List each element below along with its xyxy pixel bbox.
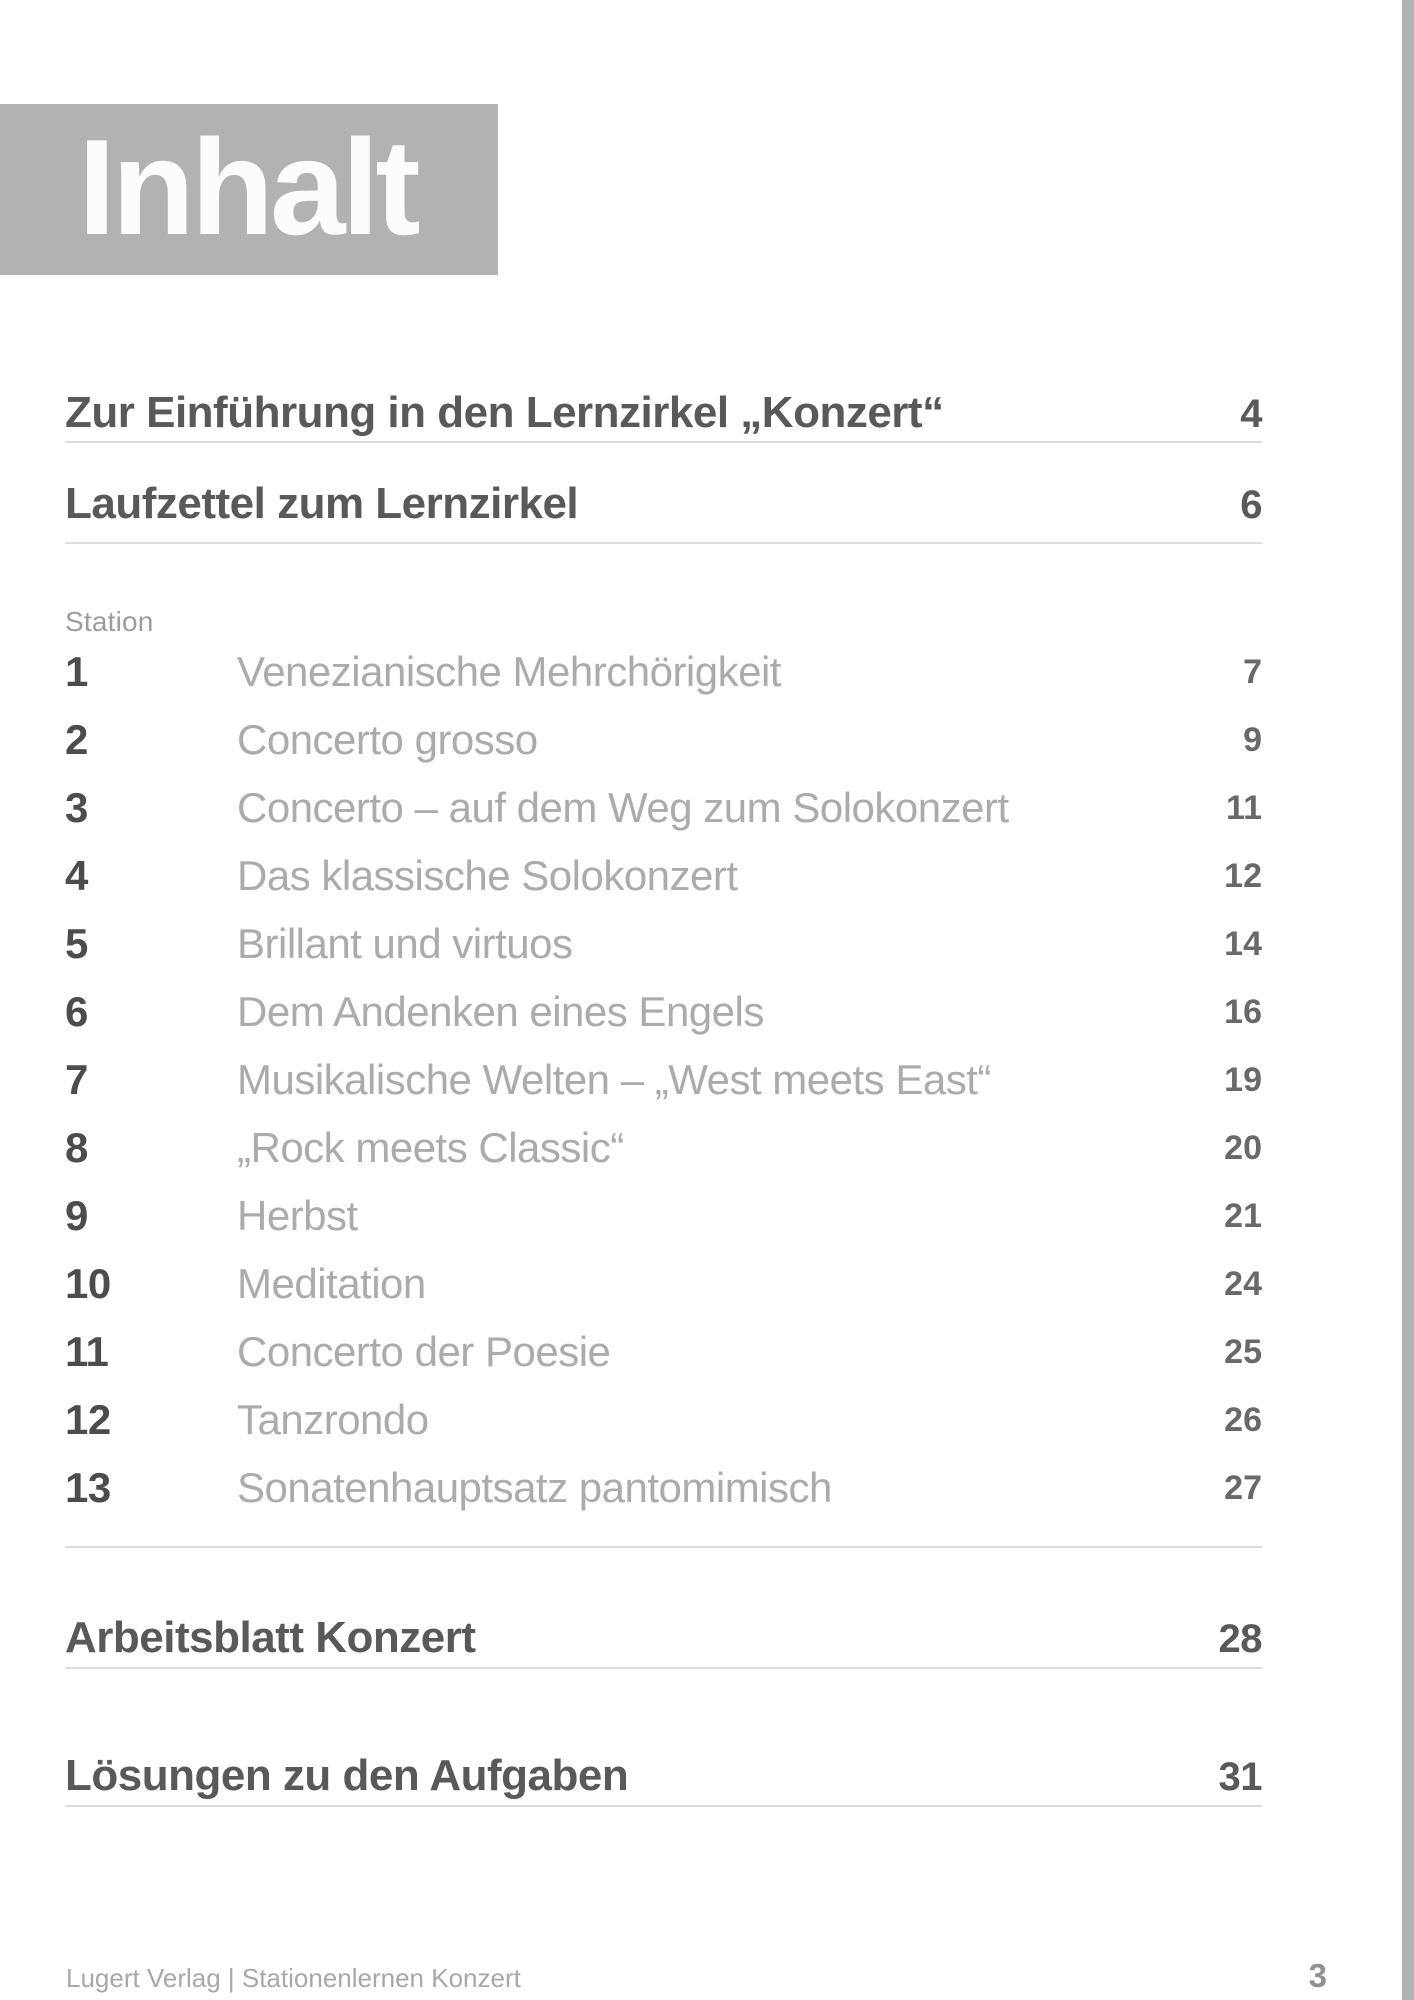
station-row: 4 Das klassische Solokonzert 12 bbox=[65, 842, 1262, 910]
station-row: 9 Herbst 21 bbox=[65, 1182, 1262, 1250]
station-row: 11 Concerto der Poesie 25 bbox=[65, 1318, 1262, 1386]
station-row: 13 Sonatenhauptsatz pantomimisch 27 bbox=[65, 1454, 1262, 1522]
station-page: 12 bbox=[1224, 856, 1262, 895]
station-page: 24 bbox=[1224, 1264, 1262, 1303]
station-title: Concerto der Poesie bbox=[237, 1328, 611, 1375]
station-title: Das klassische Solokonzert bbox=[237, 852, 738, 899]
footer-imprint: Lugert Verlag | Stationenlernen Konzert bbox=[66, 1963, 521, 1993]
station-row: 12 Tanzrondo 26 bbox=[65, 1386, 1262, 1454]
station-title: Concerto grosso bbox=[237, 716, 538, 763]
station-number: 6 bbox=[65, 988, 88, 1035]
toc-entry-laufzettel: Laufzettel zum Lernzirkel 6 bbox=[65, 479, 1262, 544]
toc-entry-page: 4 bbox=[1240, 392, 1262, 436]
section-divider bbox=[65, 1546, 1262, 1548]
station-page: 21 bbox=[1224, 1196, 1262, 1235]
station-title: Venezianische Mehrchörigkeit bbox=[237, 648, 781, 695]
page-edge-band bbox=[1402, 0, 1414, 2000]
station-page: 27 bbox=[1224, 1468, 1262, 1507]
toc-entry-introduction: Zur Einführung in den Lernzirkel „Konzer… bbox=[65, 388, 1262, 443]
station-row: 6 Dem Andenken eines Engels 16 bbox=[65, 978, 1262, 1046]
station-number: 10 bbox=[65, 1260, 111, 1307]
station-number: 11 bbox=[65, 1328, 109, 1375]
station-number: 2 bbox=[65, 716, 88, 763]
station-title: Tanzrondo bbox=[237, 1396, 429, 1443]
station-row: 8 „Rock meets Classic“ 20 bbox=[65, 1114, 1262, 1182]
station-page: 11 bbox=[1226, 788, 1262, 827]
station-row: 10 Meditation 24 bbox=[65, 1250, 1262, 1318]
station-row: 2 Concerto grosso 9 bbox=[65, 706, 1262, 774]
station-number: 13 bbox=[65, 1464, 111, 1511]
station-number: 4 bbox=[65, 852, 88, 899]
station-page: 25 bbox=[1224, 1332, 1262, 1371]
station-page: 16 bbox=[1224, 992, 1262, 1031]
station-title: Musikalische Welten – „West meets East“ bbox=[237, 1056, 991, 1103]
toc-entry-arbeitsblatt: Arbeitsblatt Konzert 28 bbox=[65, 1613, 1262, 1669]
station-page: 9 bbox=[1243, 720, 1262, 759]
station-number: 9 bbox=[65, 1192, 88, 1239]
station-number: 3 bbox=[65, 784, 88, 831]
station-page: 14 bbox=[1224, 924, 1262, 963]
station-page: 19 bbox=[1224, 1060, 1262, 1099]
station-row: 1 Venezianische Mehrchörigkeit 7 bbox=[65, 638, 1262, 706]
footer-page-number: 3 bbox=[1308, 1957, 1327, 1994]
toc-entry-label: Zur Einführung in den Lernzirkel „Konzer… bbox=[65, 388, 944, 437]
station-row: 5 Brillant und virtuos 14 bbox=[65, 910, 1262, 978]
toc-entry-loesungen: Lösungen zu den Aufgaben 31 bbox=[65, 1751, 1262, 1807]
station-number: 8 bbox=[65, 1124, 88, 1171]
station-page: 26 bbox=[1224, 1400, 1262, 1439]
station-page: 20 bbox=[1224, 1128, 1262, 1167]
toc-entry-label: Lösungen zu den Aufgaben bbox=[65, 1751, 629, 1800]
station-number: 12 bbox=[65, 1396, 111, 1443]
toc-entry-label: Laufzettel zum Lernzirkel bbox=[65, 479, 579, 528]
station-title: Brillant und virtuos bbox=[237, 920, 573, 967]
station-title: Dem Andenken eines Engels bbox=[237, 988, 764, 1035]
station-number: 5 bbox=[65, 920, 88, 967]
station-row: 3 Concerto – auf dem Weg zum Solokonzert… bbox=[65, 774, 1262, 842]
toc-entry-page: 28 bbox=[1218, 1617, 1263, 1661]
page-header: Inhalt bbox=[0, 104, 498, 275]
station-title: Concerto – auf dem Weg zum Solokonzert bbox=[237, 784, 1009, 831]
station-title: Meditation bbox=[237, 1260, 426, 1307]
station-title: Sonatenhauptsatz pantomimisch bbox=[237, 1464, 832, 1511]
station-row: 7 Musikalische Welten – „West meets East… bbox=[65, 1046, 1262, 1114]
station-number: 7 bbox=[65, 1056, 88, 1103]
station-title: Herbst bbox=[237, 1192, 358, 1239]
station-page: 7 bbox=[1243, 652, 1262, 691]
station-list: 1 Venezianische Mehrchörigkeit 7 2 Conce… bbox=[65, 638, 1262, 1522]
station-column-label: Station bbox=[65, 606, 154, 637]
toc-entry-page: 31 bbox=[1218, 1755, 1263, 1799]
station-number: 1 bbox=[65, 648, 88, 695]
station-title: „Rock meets Classic“ bbox=[237, 1124, 624, 1171]
toc-entry-label: Arbeitsblatt Konzert bbox=[65, 1613, 476, 1662]
toc-entry-page: 6 bbox=[1240, 483, 1262, 527]
page-title: Inhalt bbox=[78, 110, 421, 263]
